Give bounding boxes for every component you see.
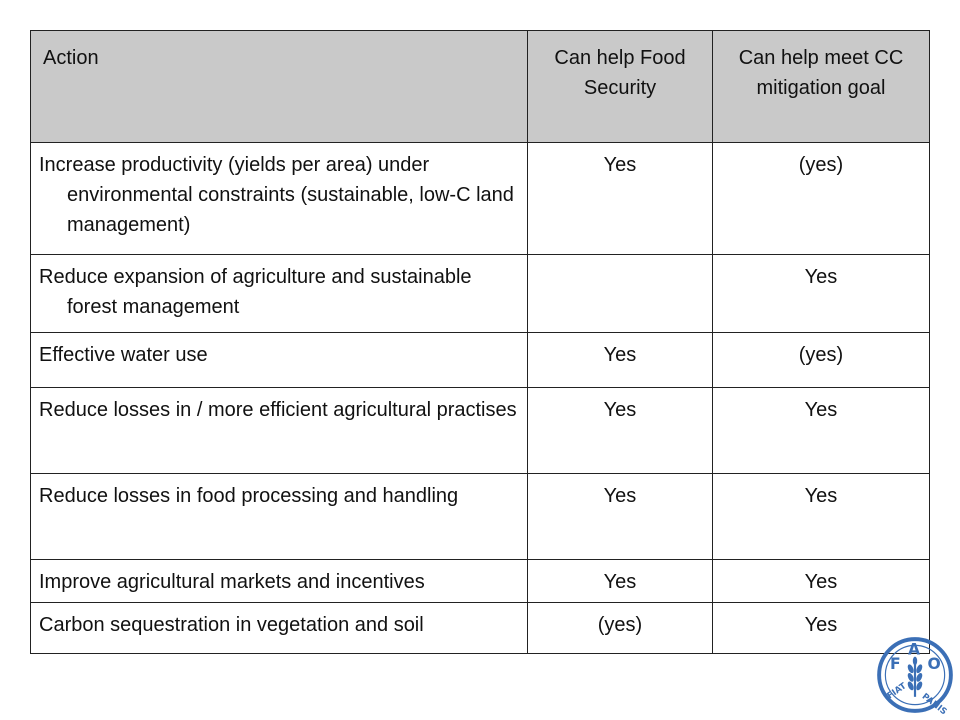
- cc-mitigation-cell: Yes: [712, 254, 930, 333]
- action-cell: Reduce losses in food processing and han…: [30, 473, 528, 560]
- table-row: Reduce losses in / more efficient agricu…: [30, 387, 930, 474]
- action-cell: Effective water use: [30, 332, 528, 388]
- header-action: Action: [30, 30, 528, 143]
- cc-mitigation-cell: Yes: [712, 473, 930, 560]
- cc-mitigation-cell: (yes): [712, 142, 930, 255]
- svg-text:F: F: [890, 655, 901, 673]
- action-cell: Reduce losses in / more efficient agricu…: [30, 387, 528, 474]
- table-row: Effective water use Yes (yes): [30, 332, 930, 388]
- table-row: Increase productivity (yields per area) …: [30, 142, 930, 255]
- table-row: Reduce expansion of agriculture and sust…: [30, 254, 930, 333]
- food-security-cell: Yes: [527, 473, 713, 560]
- table-header-row: Action Can help Food Security Can help m…: [30, 30, 930, 143]
- food-security-cell: (yes): [527, 602, 713, 654]
- header-food-security: Can help Food Security: [527, 30, 713, 143]
- fao-logo: F A O FIAT PANIS: [877, 637, 953, 714]
- food-security-cell: Yes: [527, 332, 713, 388]
- action-cell: Increase productivity (yields per area) …: [30, 142, 528, 255]
- cc-mitigation-cell: (yes): [712, 332, 930, 388]
- food-security-cell: Yes: [527, 387, 713, 474]
- cc-mitigation-cell: Yes: [712, 559, 930, 603]
- food-security-cell: Yes: [527, 559, 713, 603]
- svg-text:O: O: [927, 655, 940, 673]
- action-cell: Carbon sequestration in vegetation and s…: [30, 602, 528, 654]
- table-row: Improve agricultural markets and incenti…: [30, 559, 930, 603]
- food-security-cell: [527, 254, 713, 333]
- svg-text:A: A: [908, 641, 920, 659]
- cc-mitigation-cell: Yes: [712, 387, 930, 474]
- food-security-cell: Yes: [527, 142, 713, 255]
- table-row: Reduce losses in food processing and han…: [30, 473, 930, 560]
- action-cell: Reduce expansion of agriculture and sust…: [30, 254, 528, 333]
- action-table: Action Can help Food Security Can help m…: [30, 30, 930, 654]
- header-cc-mitigation: Can help meet CC mitigation goal: [712, 30, 930, 143]
- table-row: Carbon sequestration in vegetation and s…: [30, 602, 930, 654]
- wheat-icon: [907, 656, 923, 697]
- action-cell: Improve agricultural markets and incenti…: [30, 559, 528, 603]
